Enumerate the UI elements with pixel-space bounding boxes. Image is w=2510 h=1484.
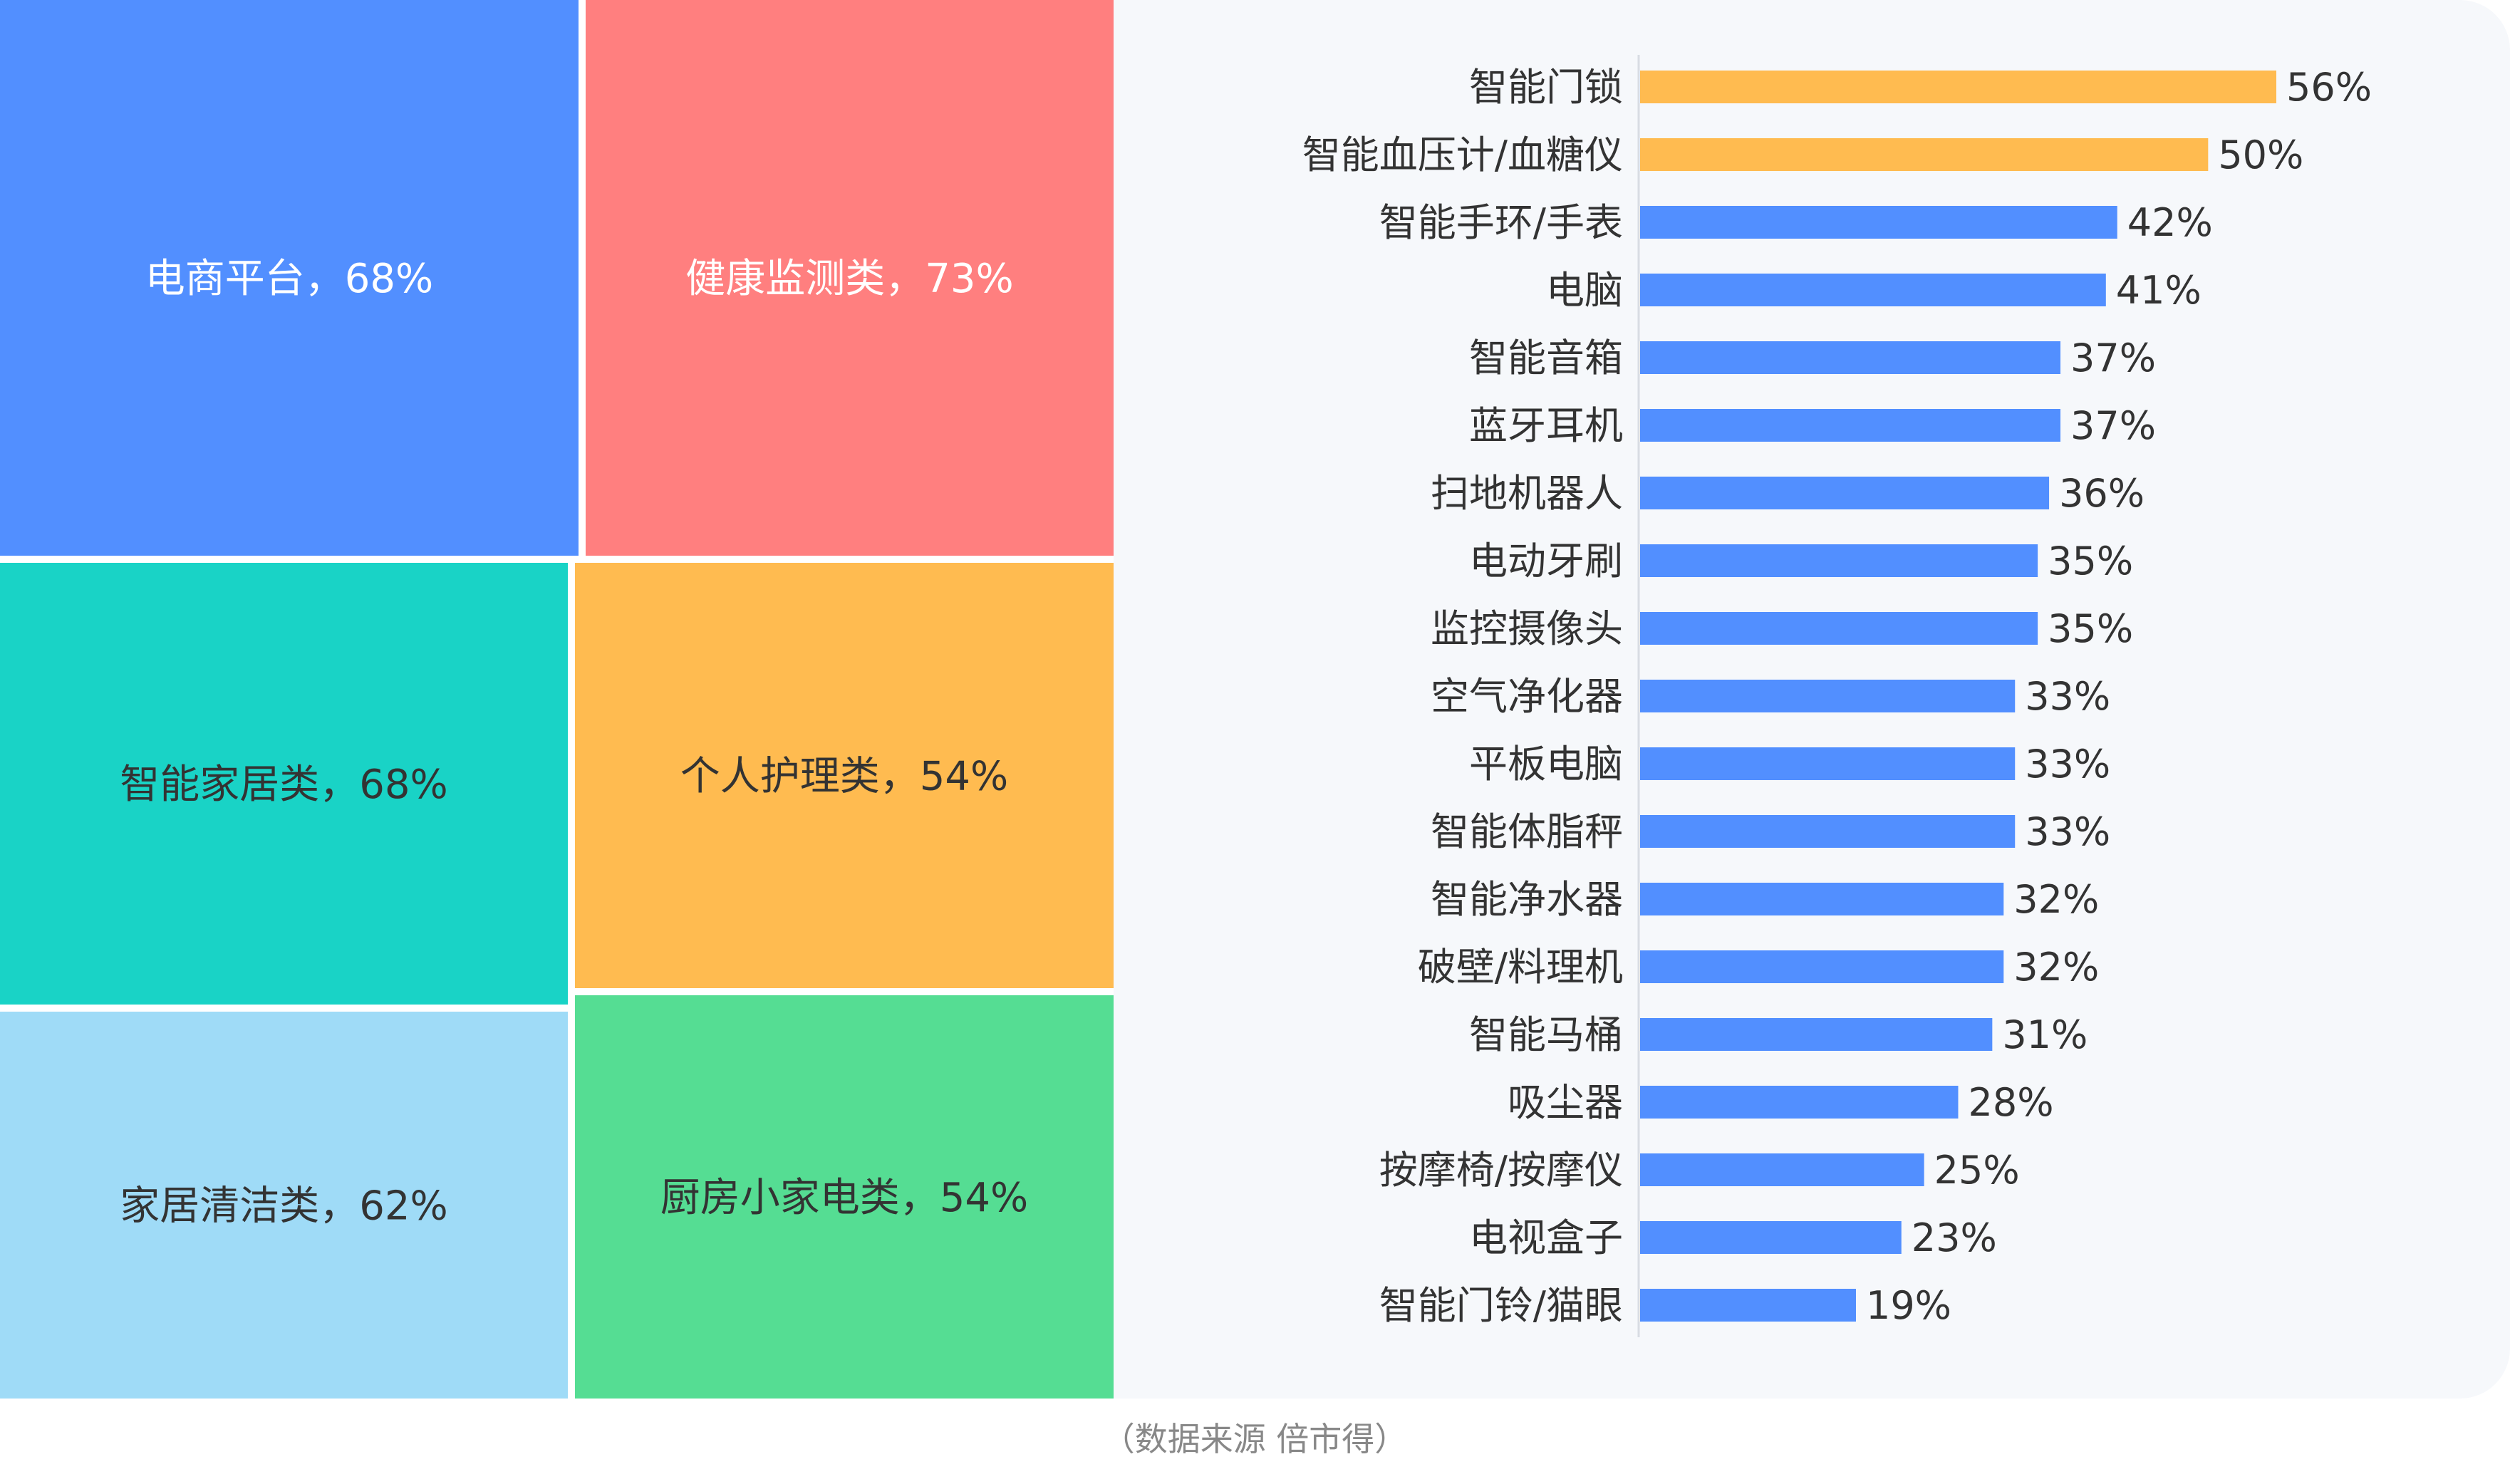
bar bbox=[1640, 815, 2016, 848]
bar-category-label: 智能净水器 bbox=[1431, 877, 1623, 922]
bar-category-label: 智能血压计/血糖仪 bbox=[1302, 133, 1623, 177]
bar bbox=[1640, 341, 2061, 374]
bar-category-label: 破壁/料理机 bbox=[1418, 945, 1623, 990]
treemap-tile-label: 个人护理类，54% bbox=[680, 754, 1008, 800]
bar-category-label: 电脑 bbox=[1546, 268, 1623, 313]
bar-chart-panel: 智能门锁 56% 智能血压计/血糖仪 50% 智能手环/手表 42% 电脑 41% 智能音箱 37… bbox=[1114, 0, 2510, 1399]
bar-value-label: 37% bbox=[2070, 403, 2156, 448]
bar-category-label: 扫地机器人 bbox=[1431, 471, 1623, 516]
treemap-tile-label: 厨房小家电类，54% bbox=[660, 1175, 1028, 1221]
bar-value-label: 32% bbox=[2013, 877, 2099, 922]
bar-value-label: 50% bbox=[2218, 133, 2303, 177]
bar-category-label: 智能门锁 bbox=[1469, 65, 1623, 110]
bar-value-label: 23% bbox=[1912, 1215, 1997, 1260]
treemap-tile-label: 健康监测类，73% bbox=[685, 256, 1013, 302]
bar-value-label: 19% bbox=[1866, 1283, 1951, 1328]
bar bbox=[1640, 544, 2038, 577]
bar-category-label: 智能门铃/猫眼 bbox=[1379, 1283, 1623, 1328]
bar-category-label: 智能手环/手表 bbox=[1379, 200, 1623, 245]
treemap-tile-label: 电商平台，68% bbox=[145, 256, 433, 302]
bar-category-label: 空气净化器 bbox=[1431, 674, 1623, 719]
bar bbox=[1640, 1153, 1924, 1186]
bar-value-label: 56% bbox=[2286, 65, 2372, 110]
bar-value-label: 33% bbox=[2025, 742, 2110, 787]
bar bbox=[1640, 950, 2004, 983]
bar-category-label: 平板电脑 bbox=[1469, 742, 1623, 787]
treemap-tile bbox=[0, 563, 568, 1005]
bar-category-label: 吸尘器 bbox=[1508, 1080, 1623, 1125]
bar-value-label: 33% bbox=[2025, 674, 2110, 719]
bar-panel-edge bbox=[1114, 0, 1185, 1399]
treemap-tile bbox=[586, 0, 1114, 556]
bar-value-label: 35% bbox=[2048, 539, 2133, 583]
bar-value-label: 33% bbox=[2025, 809, 2110, 854]
bar-value-label: 25% bbox=[1934, 1148, 2020, 1193]
bar bbox=[1640, 1086, 1959, 1119]
bar bbox=[1640, 612, 2038, 645]
treemap-tile-label: 智能家居类，68% bbox=[120, 762, 447, 808]
bar bbox=[1640, 1289, 1856, 1322]
bar bbox=[1640, 680, 2016, 712]
treemap-tile bbox=[0, 0, 579, 556]
bar bbox=[1640, 1018, 1993, 1051]
bar-category-label: 电视盒子 bbox=[1469, 1215, 1623, 1260]
bar-value-label: 35% bbox=[2048, 606, 2133, 651]
bar-category-label: 智能音箱 bbox=[1469, 336, 1623, 380]
bar-category-label: 智能马桶 bbox=[1469, 1012, 1623, 1057]
bar bbox=[1640, 477, 2050, 509]
bar bbox=[1640, 274, 2106, 306]
bar bbox=[1640, 71, 2276, 103]
treemap-tile bbox=[575, 563, 1114, 988]
source-note: （数据来源 倍市得） bbox=[1102, 1420, 1408, 1458]
bar-category-label: 监控摄像头 bbox=[1431, 606, 1623, 651]
treemap-tile bbox=[0, 1012, 568, 1399]
bar-category-label: 电动牙刷 bbox=[1469, 539, 1623, 583]
treemap-chart: 电商平台，68% 健康监测类，73% 智能家居类，68% 个人护理类，54% 家居清洁类… bbox=[0, 0, 1114, 1399]
bar-value-label: 28% bbox=[1969, 1080, 2054, 1125]
bar bbox=[1640, 138, 2209, 171]
bar-value-label: 31% bbox=[2002, 1012, 2088, 1057]
bar-value-label: 37% bbox=[2070, 336, 2156, 380]
bar bbox=[1640, 747, 2016, 780]
bar bbox=[1640, 1221, 1902, 1254]
bar-category-label: 按摩椅/按摩仪 bbox=[1379, 1148, 1623, 1193]
treemap-tile bbox=[575, 995, 1114, 1399]
bar-value-label: 36% bbox=[2059, 471, 2145, 516]
bar-value-label: 42% bbox=[2127, 200, 2213, 245]
bar-value-label: 32% bbox=[2013, 945, 2099, 990]
bar bbox=[1640, 409, 2061, 442]
bar-value-label: 41% bbox=[2116, 268, 2202, 313]
bar bbox=[1640, 883, 2004, 915]
treemap-tile-label: 家居清洁类，62% bbox=[120, 1183, 447, 1230]
bar-category-label: 智能体脂秤 bbox=[1431, 809, 1623, 854]
bar-category-label: 蓝牙耳机 bbox=[1469, 403, 1623, 448]
bar bbox=[1640, 206, 2117, 239]
